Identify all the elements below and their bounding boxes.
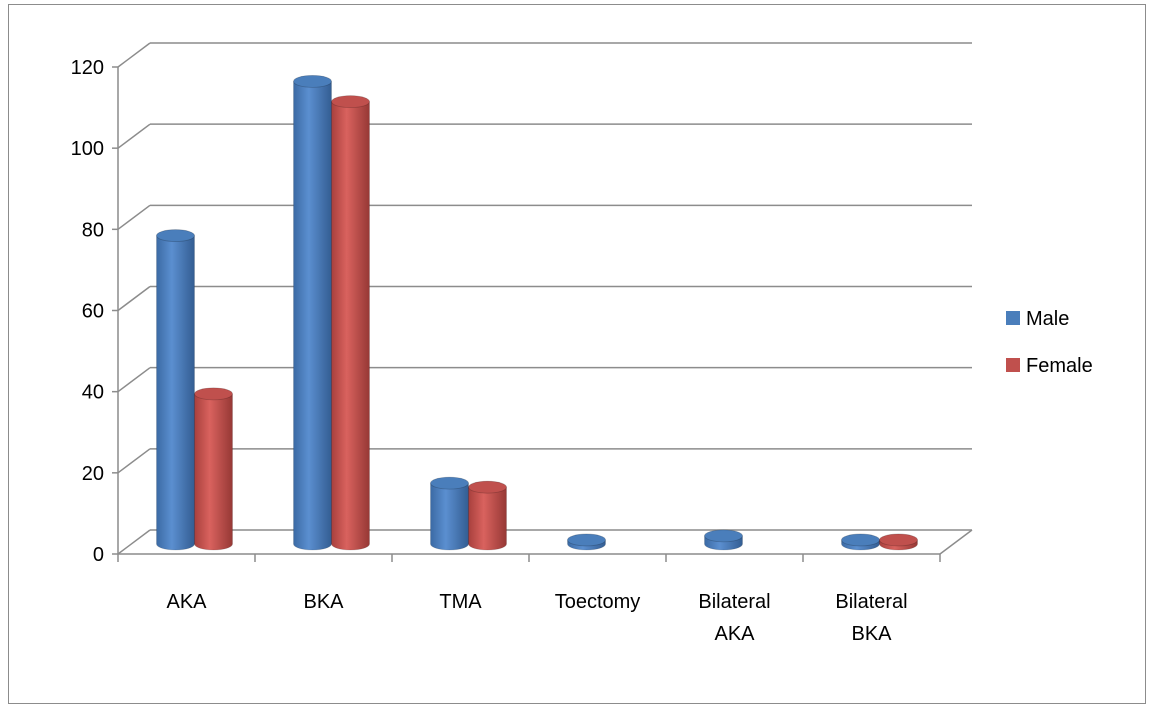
bar-female-1 [331,95,370,551]
x-tick-label-0: AKA [166,591,207,613]
gridline-side-20 [117,448,151,474]
bar-body [156,235,195,551]
bar-top [156,229,195,242]
legend-label-male: Male [1026,308,1069,330]
bar-top [567,533,606,547]
bar-female-2 [468,480,507,551]
bar-body [430,482,469,551]
legend-label-female: Female [1026,355,1093,377]
bar-male-4 [704,529,743,551]
bar-body [194,393,233,551]
y-tick-label-100: 100 [71,138,104,160]
bar-top [194,387,233,401]
bar-male-3 [567,533,606,551]
bar-body [468,486,507,551]
bar-body [293,80,332,551]
gridline-side-100 [117,123,151,149]
gridline-side-0 [117,529,151,555]
axes [112,66,973,562]
bar-chart: 0 20 40 60 80 100 120 AKA BKA TMA Toectomy Bilatera… [71,42,1093,645]
y-tick-label-0: 0 [93,544,104,566]
gridline-side-80 [117,204,151,230]
bar-male-0 [156,229,195,551]
bar-top [468,480,507,494]
legend-swatch-male [1006,311,1020,325]
bars [156,74,918,551]
x-tick-label-5: Bilateral BKA [835,591,907,645]
bar-top [841,533,880,547]
bar-top [704,529,743,543]
x-tick-label-2: TMA [439,591,482,613]
gridline-side-120 [117,42,151,68]
y-tick-label-40: 40 [82,382,104,404]
x-tick-label-4: Bilateral AKA [698,591,770,645]
bar-top [879,533,918,547]
x-tick-label-1: BKA [303,591,344,613]
x-tick-label-3: Toectomy [555,591,641,613]
bar-male-1 [293,74,332,551]
legend: Male Female [1006,308,1093,377]
bar-male-2 [430,476,469,551]
y-tick-label-120: 120 [71,57,104,79]
bar-top [430,476,469,490]
y-tick-label-20: 20 [82,463,104,485]
bar-top [293,74,332,88]
gridline-side-60 [117,285,151,312]
y-tick-label-80: 80 [82,219,104,241]
bar-top [331,95,370,109]
bar-female-5 [879,533,918,551]
gridlines [117,42,972,555]
legend-swatch-female [1006,358,1020,372]
bar-female-0 [194,387,233,551]
labels: 0 20 40 60 80 100 120 AKA BKA TMA Toectomy Bilatera… [71,57,908,645]
floor-edge [939,529,973,555]
y-tick-label-60: 60 [82,301,104,323]
bar-body [331,101,370,551]
bar-male-5 [841,533,880,551]
gridline-side-40 [117,367,151,393]
